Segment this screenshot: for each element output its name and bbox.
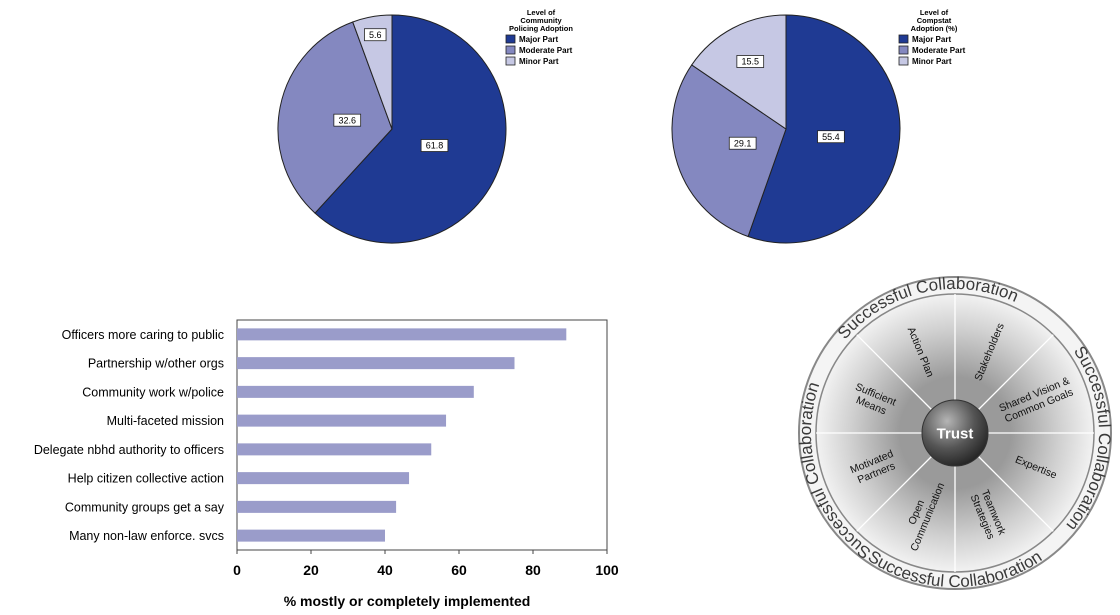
category-label: Officers more caring to public: [62, 328, 224, 342]
pie-label-box: [420, 139, 449, 152]
pie-value-label: 61.8: [426, 141, 444, 151]
bar-chart-implementation: Officers more caring to public Partnershi…: [34, 319, 619, 609]
pie-slice-minor-part: [691, 14, 787, 130]
legend-title-line: Community: [520, 16, 562, 25]
bar: [237, 414, 447, 427]
pie-label-box: [736, 55, 765, 68]
legend-swatch: [898, 56, 909, 66]
x-tick-label: 0: [233, 562, 241, 578]
x-tick-label: 60: [451, 562, 467, 578]
trust-circle: [921, 399, 989, 467]
pie-value-label: 5.6: [369, 30, 382, 40]
category-label: Many non-law enforce. svcs: [69, 529, 224, 543]
plot-frame: [236, 319, 608, 551]
segment-divider: [977, 455, 1054, 532]
category-label: Help citizen collective action: [68, 472, 224, 486]
pie-value-label: 55.4: [822, 132, 840, 142]
pie-slice-moderate-part: [671, 64, 787, 238]
trust-label: Trust: [937, 426, 974, 443]
legend-swatch: [505, 45, 516, 55]
bar: [237, 443, 432, 456]
segment-divider: [977, 334, 1054, 411]
legend-title-line: Policing Adoption: [509, 24, 573, 33]
category-label: Partnership w/other orgs: [88, 357, 224, 371]
pie-value-label: 29.1: [734, 138, 752, 148]
legend-item-label: Moderate Part: [519, 46, 573, 55]
bar: [237, 328, 567, 341]
pie-slice-major-part: [314, 14, 507, 244]
legend-title-line: Adoption (%): [911, 24, 958, 33]
segment-divider: [856, 334, 933, 411]
legend-swatch: [898, 34, 909, 44]
x-tick-label: 20: [303, 562, 319, 578]
bar: [237, 529, 385, 542]
category-label: Community work w/police: [82, 385, 224, 399]
x-tick-label: 100: [595, 562, 619, 578]
x-axis-label: % mostly or completely implemented: [284, 593, 531, 609]
pie-value-label: 32.6: [338, 115, 356, 125]
legend-item-label: Major Part: [519, 35, 558, 44]
bar: [237, 357, 515, 370]
category-label: Multi-faceted mission: [107, 414, 224, 428]
legend-title-line: Compstat: [917, 16, 952, 25]
x-tick-label: 80: [525, 562, 541, 578]
category-label: Delegate nbhd authority to officers: [34, 443, 224, 457]
segment-divider: [856, 455, 933, 532]
category-label: Community groups get a say: [65, 500, 225, 514]
pie-label-box: [333, 113, 362, 127]
pie-label-box: [817, 130, 845, 144]
pie-label-box: [728, 136, 757, 150]
legend-title-line: Level of: [527, 8, 556, 17]
pie-slice-minor-part: [352, 14, 393, 130]
legend-item-label: Minor Part: [912, 57, 952, 66]
legend-item-label: Moderate Part: [912, 46, 966, 55]
legend-swatch: [898, 45, 909, 55]
legend-swatch: [505, 34, 516, 44]
bar: [237, 385, 474, 398]
legend-title-line: Level of: [920, 8, 949, 17]
bar: [237, 500, 397, 513]
legend-swatch: [505, 56, 516, 66]
pie-label-box: [364, 28, 387, 42]
legend-item-label: Minor Part: [519, 57, 559, 66]
bar: [237, 472, 410, 485]
legend-item-label: Major Part: [912, 35, 951, 44]
x-tick-label: 40: [377, 562, 393, 578]
pie-value-label: 15.5: [741, 57, 759, 67]
